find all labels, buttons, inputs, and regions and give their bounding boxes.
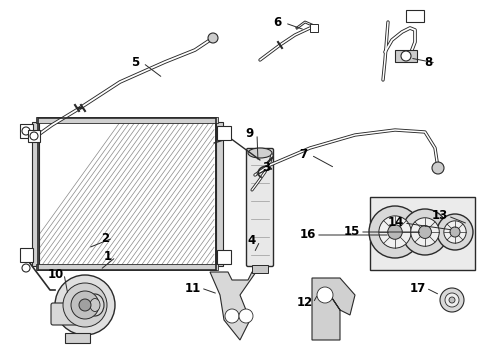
Text: 11: 11: [184, 282, 201, 294]
Circle shape: [431, 162, 443, 174]
Ellipse shape: [247, 148, 271, 158]
Circle shape: [79, 299, 91, 311]
FancyBboxPatch shape: [246, 148, 273, 266]
Circle shape: [368, 206, 420, 258]
Bar: [65, 333, 90, 343]
Text: 12: 12: [296, 297, 312, 310]
Circle shape: [387, 225, 402, 239]
Bar: [36, 264, 218, 270]
Bar: [405, 10, 423, 22]
Circle shape: [239, 309, 252, 323]
Text: 14: 14: [387, 216, 404, 230]
Circle shape: [448, 297, 454, 303]
Bar: [369, 197, 474, 270]
Text: 7: 7: [298, 148, 306, 162]
Circle shape: [55, 275, 115, 335]
Ellipse shape: [90, 298, 100, 311]
Text: 5: 5: [131, 57, 139, 69]
Circle shape: [443, 221, 465, 243]
Bar: [28, 130, 40, 142]
Circle shape: [30, 132, 38, 140]
Text: 10: 10: [48, 267, 64, 280]
Circle shape: [436, 214, 472, 250]
Text: 13: 13: [431, 210, 447, 222]
Circle shape: [63, 283, 107, 327]
Text: 1: 1: [104, 251, 112, 264]
Bar: [38, 118, 216, 270]
Text: 2: 2: [101, 231, 109, 244]
Bar: [36, 117, 218, 123]
Text: 3: 3: [262, 162, 269, 175]
Circle shape: [207, 33, 218, 43]
Circle shape: [444, 293, 458, 307]
Circle shape: [449, 227, 459, 237]
Polygon shape: [311, 278, 354, 340]
Circle shape: [71, 291, 99, 319]
Bar: [251, 265, 267, 273]
Text: 4: 4: [247, 234, 256, 248]
Ellipse shape: [86, 294, 104, 316]
Text: 9: 9: [244, 127, 253, 140]
Circle shape: [400, 51, 410, 61]
Bar: [20, 124, 33, 138]
FancyBboxPatch shape: [51, 303, 83, 325]
Bar: [32, 122, 39, 266]
Circle shape: [224, 309, 239, 323]
Circle shape: [22, 264, 30, 272]
Bar: [309, 24, 317, 32]
Bar: [217, 126, 230, 140]
Bar: [394, 50, 416, 62]
Circle shape: [22, 127, 30, 135]
Bar: [20, 248, 33, 262]
Text: 6: 6: [272, 17, 281, 30]
Text: 8: 8: [423, 57, 431, 69]
Text: 15: 15: [343, 225, 360, 238]
Text: 17: 17: [409, 282, 425, 294]
Circle shape: [316, 287, 332, 303]
Bar: [216, 122, 223, 266]
Circle shape: [401, 209, 447, 255]
Bar: [217, 250, 230, 264]
Circle shape: [439, 288, 463, 312]
Circle shape: [418, 226, 430, 238]
Circle shape: [410, 218, 438, 246]
Circle shape: [378, 216, 410, 248]
Bar: [38, 118, 216, 270]
Polygon shape: [209, 272, 256, 340]
Text: 16: 16: [299, 229, 316, 242]
